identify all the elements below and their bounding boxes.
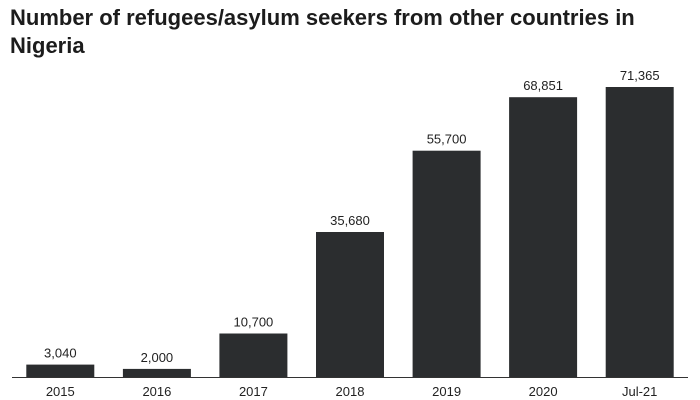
x-tick-label-2018: 2018 [336, 384, 365, 399]
bars-group [26, 87, 674, 377]
bar-2017 [219, 333, 288, 377]
x-tick-label-2019: 2019 [432, 384, 461, 399]
chart-title: Number of refugees/asylum seekers from o… [10, 5, 635, 58]
value-label-2015: 3,040 [44, 346, 77, 361]
bar-2016 [122, 368, 191, 377]
x-tick-label-2015: 2015 [46, 384, 75, 399]
x-tick-label-2017: 2017 [239, 384, 268, 399]
bar-2019 [412, 150, 481, 377]
bar-2020 [509, 97, 578, 377]
value-label-Jul-21: 71,365 [620, 68, 660, 83]
x-tick-label-2016: 2016 [142, 384, 171, 399]
bar-Jul-21 [605, 87, 674, 377]
bar-2015 [26, 364, 95, 377]
value-label-2016: 2,000 [141, 350, 174, 365]
value-label-2018: 35,680 [330, 213, 370, 228]
value-label-2017: 10,700 [234, 315, 274, 330]
value-label-2019: 55,700 [427, 132, 467, 147]
x-axis-ticks: 2015 2016 2017 2018 2019 2020 Jul-21 [46, 384, 658, 399]
bar-2018 [316, 232, 384, 377]
value-label-2020: 68,851 [523, 78, 563, 93]
x-tick-label-Jul-21: Jul-21 [622, 384, 657, 399]
value-labels-group: 3,040 2,000 10,700 35,680 55,700 68,851 71,365 [44, 68, 660, 365]
x-tick-label-2020: 2020 [529, 384, 558, 399]
